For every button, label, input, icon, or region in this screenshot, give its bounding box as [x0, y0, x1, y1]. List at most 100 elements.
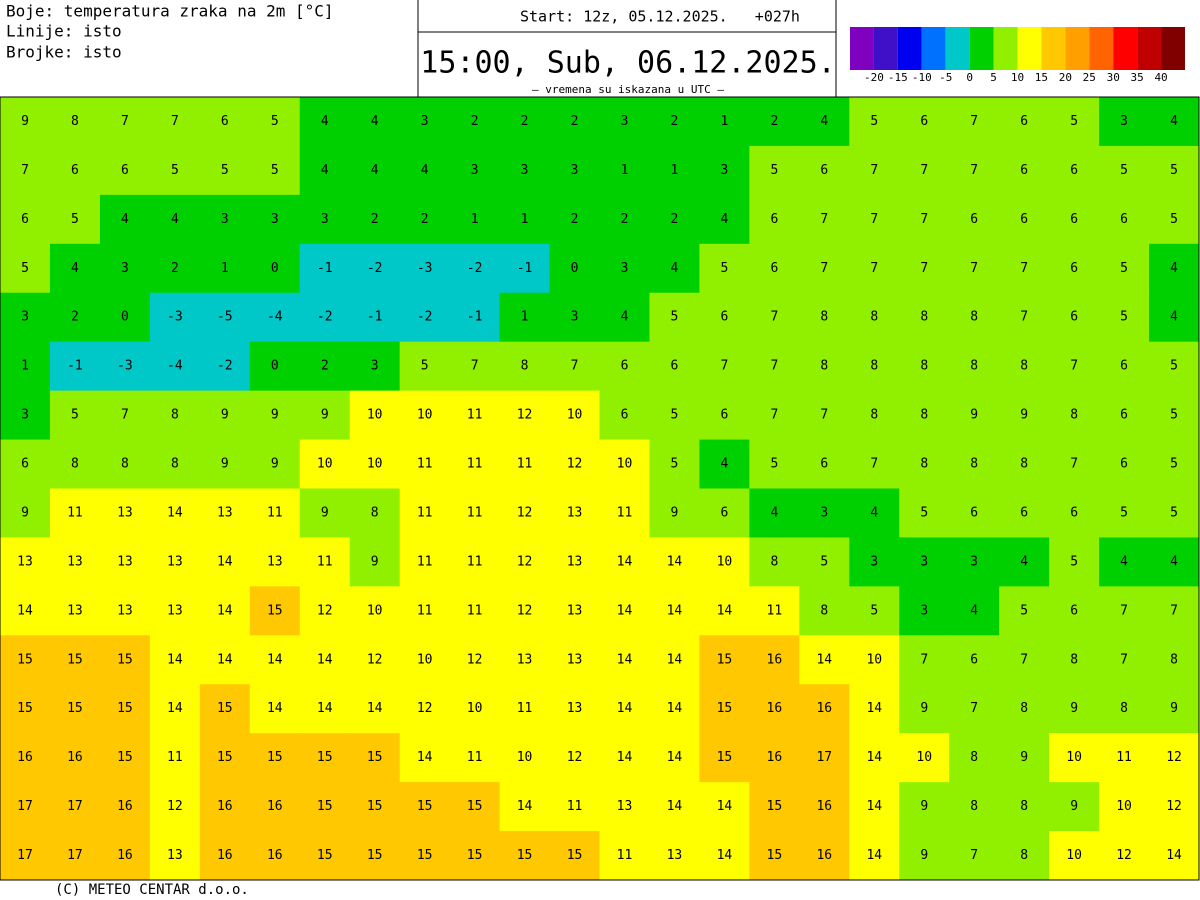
temperature-value: 12 — [1116, 848, 1132, 863]
temperature-value: 7 — [171, 114, 179, 129]
temperature-value: 11 — [467, 505, 483, 520]
start-time: Start: 12z, 05.12.2025. +027h — [520, 8, 800, 26]
temperature-cell — [799, 341, 850, 392]
temperature-cell — [999, 97, 1050, 147]
temperature-cell — [449, 341, 501, 392]
temperature-value: 5 — [271, 163, 279, 178]
temperature-cell — [99, 439, 151, 489]
temperature-value: 15 — [367, 848, 383, 863]
temperature-cell — [749, 243, 800, 294]
temperature-value: 11 — [267, 505, 283, 520]
temperature-value: 15 — [317, 750, 333, 765]
temperature-cell — [999, 341, 1050, 392]
temperature-value: 6 — [720, 408, 728, 423]
temperature-cell — [299, 684, 351, 734]
temperature-cell — [399, 194, 451, 245]
temperature-value: 15 — [567, 848, 583, 863]
temperature-cell — [49, 733, 101, 783]
temperature-value: 8 — [1070, 408, 1078, 423]
temperature-cell — [249, 145, 301, 196]
temperature-value: 15 — [117, 750, 133, 765]
temperature-cell — [549, 292, 600, 343]
temperature-value: 10 — [317, 457, 333, 472]
temperature-cell — [349, 194, 401, 245]
temperature-cell — [749, 733, 800, 783]
temperature-cell — [199, 97, 251, 147]
temperature-value: 5 — [1020, 603, 1028, 618]
temperature-cell — [999, 243, 1050, 294]
temperature-value: 0 — [271, 261, 279, 276]
temperature-value: 17 — [67, 799, 83, 814]
temperature-cell — [799, 145, 850, 196]
temperature-value: 3 — [21, 408, 29, 423]
temperature-cell — [549, 97, 600, 147]
temperature-value: 4 — [171, 212, 179, 227]
temperature-cell — [349, 145, 401, 196]
temperature-cell — [999, 635, 1050, 685]
temperature-value: 6 — [920, 114, 928, 129]
temperature-value: 6 — [820, 163, 828, 178]
temperature-cell — [1049, 194, 1100, 245]
temperature-value: 7 — [970, 701, 978, 716]
temperature-value: 6 — [71, 163, 79, 178]
temperature-value: 4 — [1170, 554, 1178, 569]
temperature-value: -2 — [217, 359, 233, 374]
temperature-value: 7 — [770, 359, 778, 374]
temperature-cell — [799, 243, 850, 294]
legend-swatch — [1161, 27, 1185, 70]
copyright: (C) METEO CENTAR d.o.o. — [55, 882, 249, 898]
temperature-cell — [599, 97, 650, 147]
temperature-cell — [149, 243, 201, 294]
temperature-value: 4 — [321, 163, 329, 178]
temperature-cell — [349, 684, 401, 734]
temperature-cell — [149, 145, 201, 196]
temperature-value: 15 — [67, 652, 83, 667]
temperature-value: 9 — [920, 701, 928, 716]
temperature-value: 7 — [920, 652, 928, 667]
temperature-cell — [199, 586, 251, 636]
temperature-value: 7 — [770, 408, 778, 423]
temperature-value: 7 — [1020, 261, 1028, 276]
temperature-value: 16 — [117, 848, 133, 863]
temperature-cell — [699, 782, 750, 832]
temperature-value: 8 — [371, 505, 379, 520]
temperature-value: 14 — [717, 799, 733, 814]
legend-swatch — [1113, 27, 1138, 70]
temperature-cell — [699, 97, 750, 147]
temperature-value: 2 — [321, 359, 329, 374]
temperature-cell — [499, 97, 551, 147]
temperature-cell — [49, 635, 101, 685]
temperature-value: 14 — [517, 799, 533, 814]
temperature-value: 14 — [866, 848, 882, 863]
temperature-cell — [1149, 439, 1200, 489]
temperature-value: 10 — [367, 603, 383, 618]
temperature-value: 13 — [167, 554, 183, 569]
temperature-value: 9 — [1020, 408, 1028, 423]
temperature-cell — [799, 586, 850, 636]
header-line: Boje: temperatura zraka na 2m [°C] — [6, 2, 334, 21]
temperature-cell — [549, 145, 600, 196]
temperature-cell — [649, 292, 700, 343]
temperature-cell — [399, 97, 451, 147]
temperature-value: 7 — [970, 163, 978, 178]
temperature-value: 14 — [866, 750, 882, 765]
temperature-value: 7 — [121, 114, 129, 129]
temperature-cell — [799, 488, 850, 538]
temperature-cell — [0, 341, 51, 392]
temperature-cell — [0, 194, 51, 245]
temperature-cell — [449, 684, 501, 734]
temperature-value: 6 — [1120, 359, 1128, 374]
temperature-value: 16 — [816, 701, 832, 716]
temperature-cell — [1049, 243, 1100, 294]
utc-note: – vremena su iskazana u UTC – — [532, 83, 724, 96]
temperature-cell — [249, 194, 301, 245]
temperature-cell — [599, 782, 650, 832]
temperature-value: 13 — [267, 554, 283, 569]
temperature-value: 4 — [820, 114, 828, 129]
temperature-cell — [649, 341, 700, 392]
temperature-cell — [999, 586, 1050, 636]
temperature-cell — [99, 586, 151, 636]
temperature-cell — [0, 243, 51, 294]
header-line: Linije: isto — [6, 22, 122, 41]
temperature-value: 4 — [421, 163, 429, 178]
